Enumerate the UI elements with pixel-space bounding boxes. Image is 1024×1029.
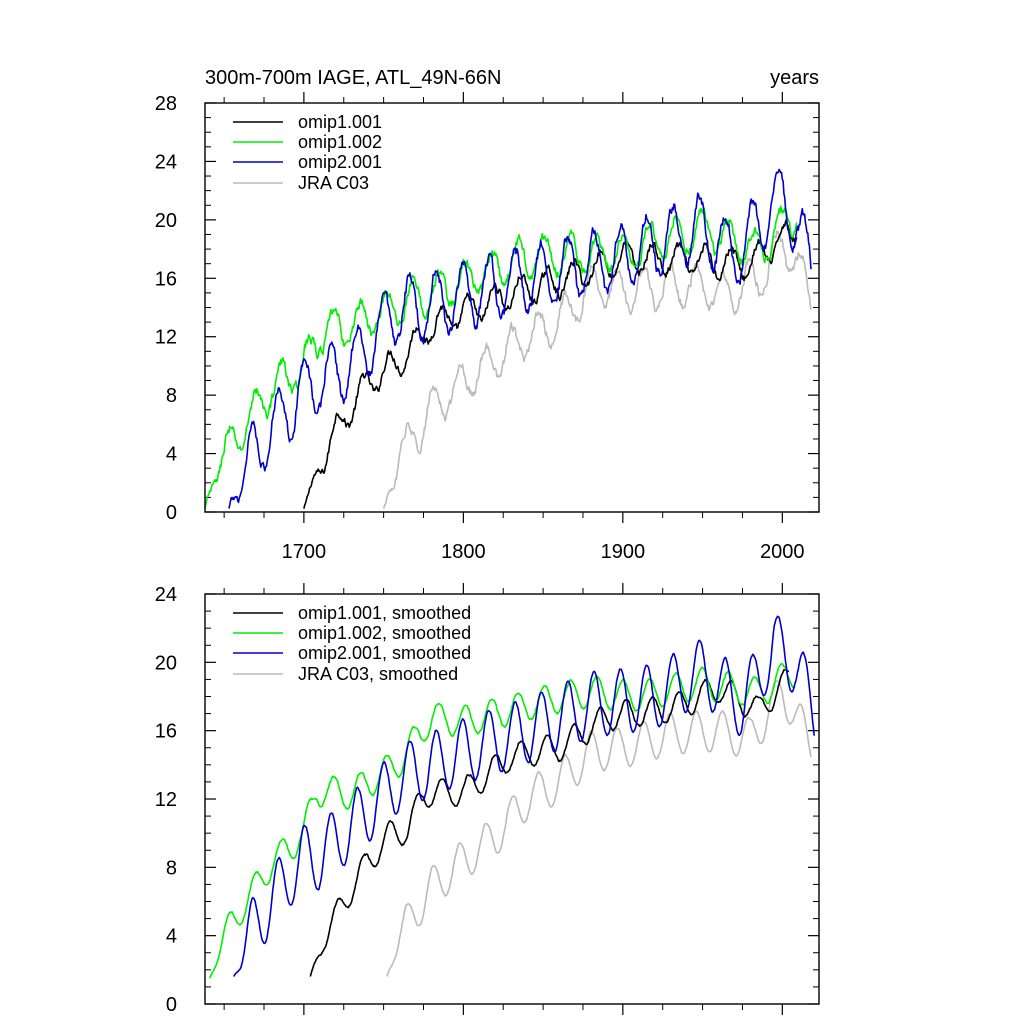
series-line-omip1-002 [204,205,798,509]
legend-label-jra-c03-smoothed: JRA C03, smoothed [298,664,458,684]
top-panel-frame [204,102,820,513]
top-panel-legend: omip1.001 omip1.002 omip2.001 JRA C03 [233,112,382,193]
legend-label-omip2-001: omip2.001 [298,152,382,172]
y-tick-label: 28 [155,93,177,115]
top-panel: 300m-700m IAGE, ATL_49N-66N years 0 4 8 12 1… [155,67,820,563]
y-tick-label: 0 [166,994,177,1016]
x-tick-label: 1900 [601,541,646,563]
x-tick-label: 2000 [760,541,805,563]
y-tick-label: 0 [166,502,177,524]
x-tick-label: 1800 [441,541,486,563]
legend-label-omip1-001-smoothed: omip1.001, smoothed [298,603,471,623]
y-tick-label: 24 [155,584,177,606]
y-tick-label: 24 [155,151,177,173]
legend-label-omip1-001: omip1.001 [298,112,382,132]
legend-label-omip2-001-smoothed: omip2.001, smoothed [298,643,471,663]
legend-label-omip1-002: omip1.002 [298,132,382,152]
series-line-jra-c03 [382,230,812,509]
legend-label-omip1-002-smoothed: omip1.002, smoothed [298,623,471,643]
bottom-panel: 0 4 8 12 16 20 24 omip1.001, smoothed omip1.00… [155,583,820,1016]
bottom-panel-frame [204,593,820,1005]
legend-label-jra-c03: JRA C03 [298,173,369,193]
series-line-omip2-001-smoothed [233,615,815,977]
series-line-jra-c03-smoothed [386,680,812,977]
series-line-omip2-001 [228,168,812,509]
y-tick-label: 16 [155,268,177,290]
y-tick-label: 8 [166,385,177,407]
top-panel-title: 300m-700m IAGE, ATL_49N-66N [205,67,501,89]
top-panel-series [204,168,812,509]
y-tick-label: 4 [166,926,177,948]
top-panel-units: years [770,67,819,89]
y-tick-label: 12 [155,789,177,811]
series-line-omip1-001 [303,219,798,509]
series-line-omip1-002-smoothed [209,663,796,979]
y-tick-label: 20 [155,210,177,232]
y-tick-label: 20 [155,652,177,674]
bottom-panel-axes: 0 4 8 12 16 20 24 [155,583,819,1016]
y-tick-label: 16 [155,721,177,743]
y-tick-label: 4 [166,444,177,466]
series-line-omip1-001-smoothed [309,668,790,977]
bottom-panel-legend: omip1.001, smoothed omip1.002, smoothed … [233,603,471,684]
y-tick-label: 12 [155,327,177,349]
x-tick-label: 1700 [282,541,327,563]
y-tick-label: 8 [166,857,177,879]
bottom-panel-series [209,615,815,979]
